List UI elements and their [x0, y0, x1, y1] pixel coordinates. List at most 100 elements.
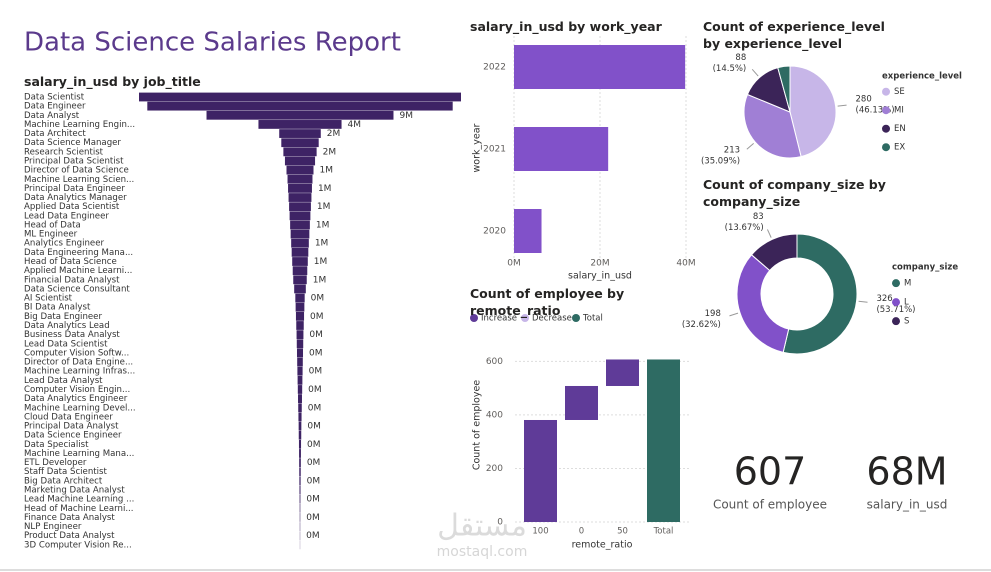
category-label: Big Data Architect [24, 476, 103, 486]
percent-label: (35.09%) [701, 157, 740, 167]
legend-marker [521, 314, 529, 322]
category-label: Principal Data Scientist [24, 156, 124, 166]
legend-title: company_size [892, 263, 958, 273]
percent-label: (14.5%) [713, 64, 747, 74]
x-tick-label: 100 [532, 527, 548, 537]
funnel-bar [290, 220, 310, 230]
category-label: Data Analyst [24, 111, 80, 121]
funnel-bar [299, 458, 301, 467]
data-label: 1M [314, 257, 328, 267]
category-label: Lead Data Scientist [24, 339, 108, 349]
percent-label: (46.13%) [856, 105, 895, 115]
category-label: Analytics Engineer [24, 239, 104, 249]
category-label: Machine Learning Scien... [24, 175, 134, 185]
funnel-bar [297, 385, 303, 394]
data-label: 1M [320, 166, 334, 176]
waterfall-bar [524, 419, 557, 522]
legend-marker [470, 314, 478, 322]
data-label: 0M [308, 385, 322, 395]
funnel-bar [299, 449, 301, 458]
funnel-bar [296, 330, 304, 340]
funnel-bar [290, 229, 310, 239]
category-label: Marketing Data Analyst [24, 486, 125, 496]
category-label: Data Engineering Mana... [24, 248, 133, 258]
category-label: Director of Data Science [24, 166, 129, 176]
category-label: Data Engineer [24, 102, 86, 112]
x-axis-title: remote_ratio [572, 540, 633, 551]
category-label: Data Analytics Engineer [24, 394, 128, 404]
data-label: 0M [310, 312, 324, 322]
legend-marker [882, 143, 890, 152]
funnel-bar [288, 184, 312, 193]
funnel-bar [291, 238, 309, 248]
legend-marker [882, 106, 890, 115]
category-label: Applied Machine Learni... [24, 266, 132, 276]
data-label: 2M [323, 147, 337, 157]
funnel-bar [292, 257, 308, 266]
waterfall-bar [565, 385, 598, 420]
data-label: 198 [705, 309, 721, 319]
data-label: 326 [876, 294, 892, 304]
legend-label: Decrease [532, 314, 572, 324]
category-label: Data Science Engineer [24, 431, 122, 441]
bar [514, 45, 686, 89]
funnel-bar [283, 147, 317, 157]
leader-line [837, 104, 847, 107]
category-label: Lead Data Engineer [24, 211, 109, 221]
category-label: Cloud Data Engineer [24, 412, 113, 422]
slice [750, 233, 798, 272]
category-label: Computer Vision Engin... [24, 385, 130, 395]
category-label: ETL Developer [24, 458, 87, 468]
data-label: 0M [306, 495, 320, 505]
funnel-bar [258, 120, 342, 129]
legend-label: Increase [481, 314, 517, 324]
leader-line [766, 229, 772, 238]
category-label: Applied Data Scientist [24, 202, 120, 212]
funnel-bar [291, 247, 309, 257]
data-label: 280 [856, 94, 872, 104]
funnel-bar [296, 321, 304, 330]
category-label: Product Data Analyst [24, 531, 115, 541]
data-label: 0M [307, 458, 321, 468]
data-label: 0M [309, 367, 323, 377]
data-label: 0M [306, 513, 320, 523]
funnel-bar [298, 439, 302, 449]
data-label: 0M [307, 422, 321, 432]
funnel-bar [289, 211, 311, 221]
funnel-bar [295, 311, 305, 321]
category-label: Big Data Engineer [24, 312, 102, 322]
funnel-bar [295, 293, 305, 303]
legend-label: M [904, 279, 911, 289]
legend-label: EX [894, 143, 905, 153]
category-label: Principal Data Engineer [24, 184, 125, 194]
category-label: Data Analytics Manager [24, 193, 127, 203]
y-tick-label: 2020 [483, 227, 506, 237]
x-tick-label: 50 [617, 527, 628, 537]
data-label: 1M [313, 275, 327, 285]
chart-title: Count of employee by remote_ratio [470, 286, 625, 318]
y-axis-title: work_year [472, 123, 483, 172]
leader-line [746, 142, 754, 150]
funnel-bar [147, 101, 453, 111]
category-label: Business Data Analyst [24, 330, 120, 340]
legend-label: Total [582, 314, 603, 324]
funnel-bar [293, 275, 307, 285]
funnel-bar [287, 174, 313, 184]
leader-line [858, 300, 868, 303]
report-title: Data Science Salaries Report [24, 28, 401, 58]
watermark-logo: مستقل [437, 509, 527, 544]
bar [514, 127, 609, 171]
category-label: 3D Computer Vision Re... [24, 540, 132, 550]
legend-marker [882, 87, 890, 96]
waterfall-bar [606, 359, 639, 386]
x-tick-label: 0M [507, 259, 521, 269]
waterfall-bar [647, 359, 680, 522]
data-label: 1M [316, 220, 330, 230]
funnel-bar [298, 430, 302, 440]
card-label: salary_in_usd [867, 498, 948, 512]
category-label: NLP Engineer [24, 522, 82, 532]
chart-title: Count of company_size by company_size [703, 177, 886, 209]
legend-label: SE [894, 87, 905, 97]
data-label: 88 [735, 53, 746, 63]
